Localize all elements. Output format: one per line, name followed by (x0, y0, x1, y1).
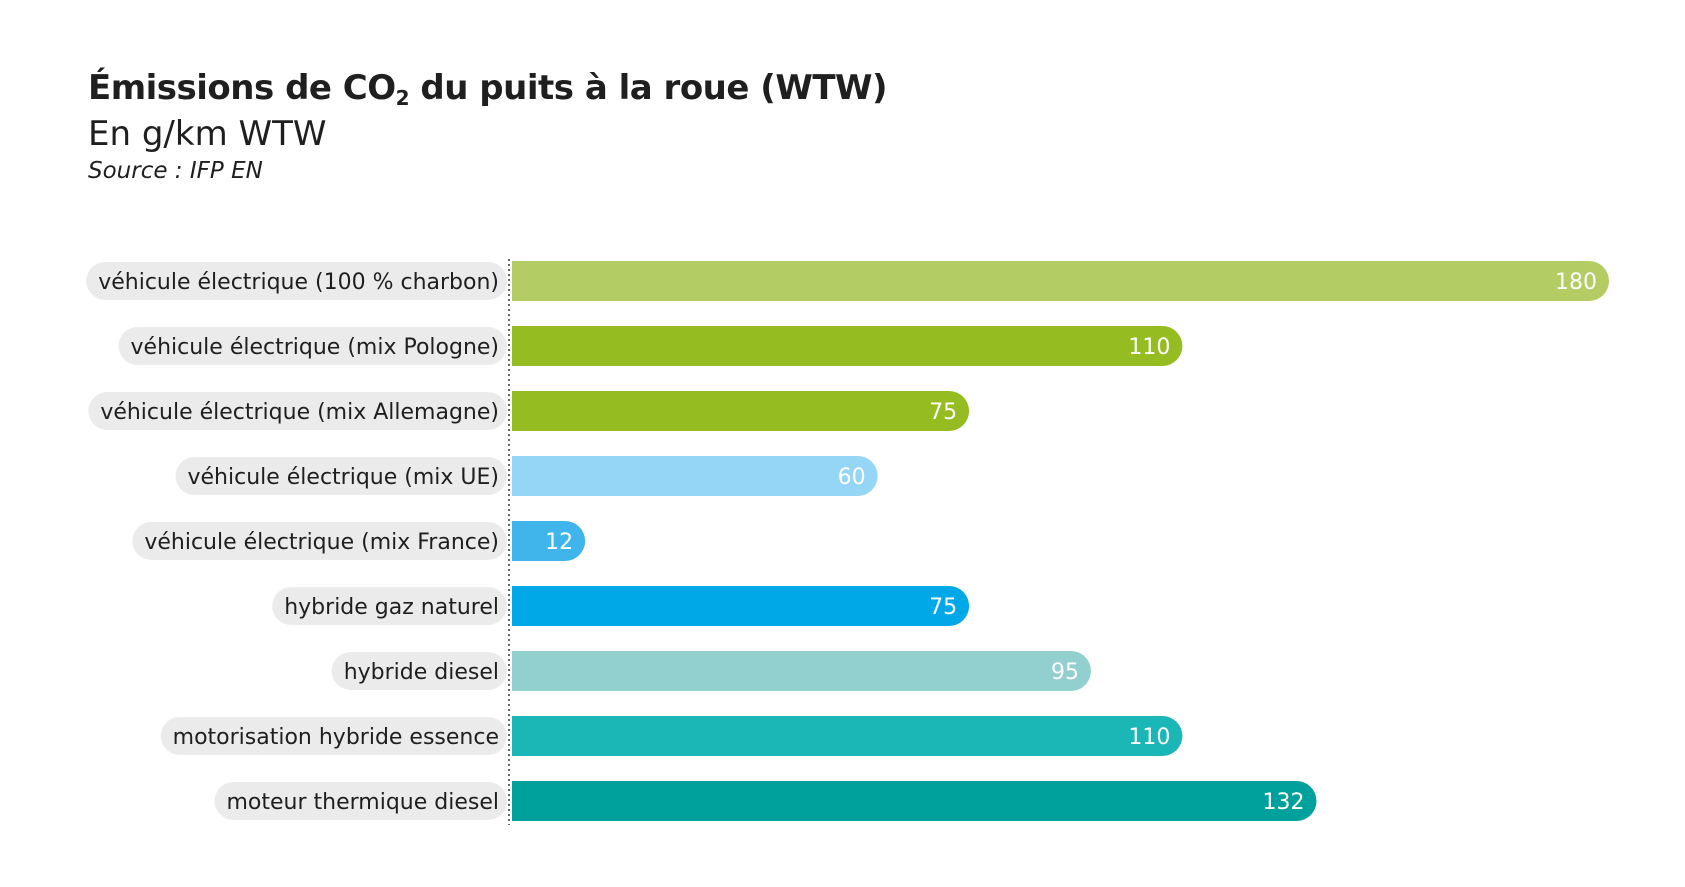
value-label: 132 (1262, 790, 1304, 815)
value-label: 12 (545, 530, 573, 555)
bar (512, 651, 1091, 691)
bar (512, 326, 1183, 366)
value-label: 110 (1128, 725, 1170, 750)
bar (512, 716, 1183, 756)
value-label: 110 (1128, 335, 1170, 360)
chart-subtitle: En g/km WTW (88, 114, 327, 154)
category-label-pill (88, 392, 507, 430)
value-label: 75 (929, 595, 957, 620)
category-label-pill (132, 522, 507, 560)
bar (512, 586, 970, 626)
value-label: 95 (1051, 660, 1079, 685)
value-label: 75 (929, 400, 957, 425)
category-label-pill (175, 457, 507, 495)
category-label: véhicule électrique (mix Pologne) (131, 335, 499, 360)
category-label: véhicule électrique (mix Allemagne) (100, 400, 499, 425)
category-label-pill (118, 327, 507, 365)
category-label-pill (272, 587, 507, 625)
bar (512, 521, 586, 561)
value-label: 180 (1555, 270, 1597, 295)
category-label: véhicule électrique (mix UE) (187, 465, 499, 490)
bar (512, 456, 878, 496)
category-label: véhicule électrique (mix France) (144, 530, 499, 555)
category-label: véhicule électrique (100 % charbon) (98, 270, 499, 295)
category-label: hybride diesel (344, 660, 499, 685)
category-label-pill (331, 652, 507, 690)
category-label-pill (160, 717, 507, 755)
category-label: hybride gaz naturel (284, 595, 499, 620)
value-label: 60 (838, 465, 866, 490)
bar (512, 261, 1609, 301)
category-label-pill (86, 262, 507, 300)
chart-title: Émissions de CO2 du puits à la roue (WTW… (88, 68, 888, 110)
bar (512, 781, 1317, 821)
category-label: motorisation hybride essence (173, 725, 499, 750)
bar (512, 391, 970, 431)
category-label-pill (214, 782, 507, 820)
category-label: moteur thermique diesel (227, 790, 500, 815)
chart-source: Source : IFP EN (88, 158, 263, 184)
